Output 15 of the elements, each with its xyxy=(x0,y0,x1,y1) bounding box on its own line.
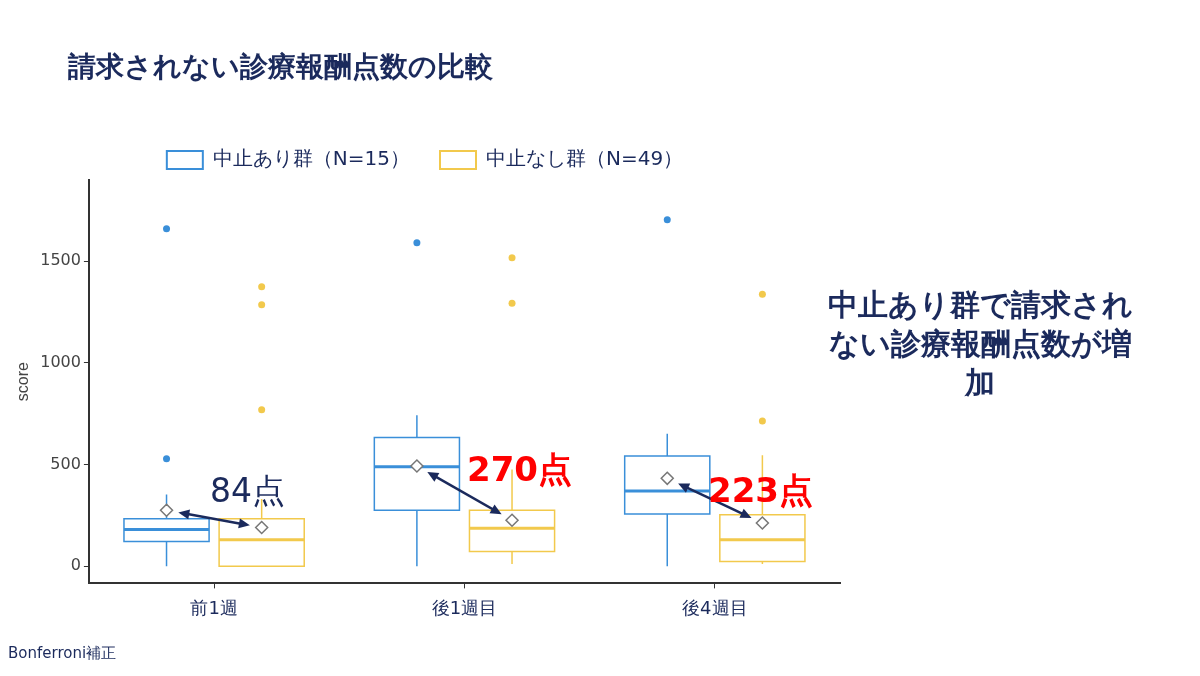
annotation: 270点 xyxy=(467,449,572,489)
legend-label: 中止あり群（N=15） xyxy=(212,146,410,171)
chart-title: 請求されない診療報酬点数の比較 xyxy=(68,49,493,85)
annotation: 中止あり群で請求されない診療報酬点数が増加 xyxy=(826,286,1134,402)
text: Bonferroni補正 xyxy=(8,644,117,663)
y-tick-label: 500 xyxy=(50,453,81,473)
y-tick-label: 1000 xyxy=(40,352,81,372)
legend-label: 中止なし群（N=49） xyxy=(486,146,684,171)
x-tick-label: 後1週目 xyxy=(431,596,498,618)
annotation: 84点 xyxy=(210,471,285,510)
y-axis-title: score xyxy=(14,362,32,402)
x-tick-label: 前1週 xyxy=(190,596,238,618)
y-tick-label: 0 xyxy=(70,555,81,575)
y-tick-label: 1500 xyxy=(40,250,81,270)
x-tick-label: 後4週目 xyxy=(682,596,748,618)
